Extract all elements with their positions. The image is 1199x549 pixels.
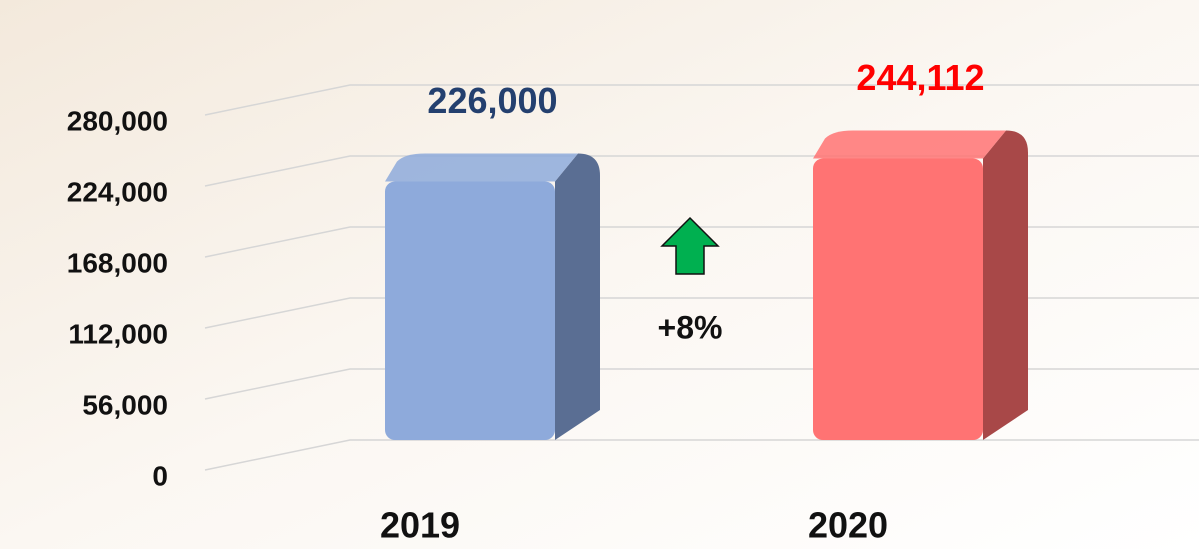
y-tick-label: 224,000 <box>67 176 168 207</box>
value-label: 244,112 <box>856 57 984 98</box>
x-tick-label: 2019 <box>380 505 460 546</box>
x-tick-label: 2020 <box>808 505 888 546</box>
value-label: 226,000 <box>427 80 557 121</box>
bars <box>385 130 1028 440</box>
y-tick-label: 56,000 <box>82 389 168 420</box>
bar-top <box>813 130 1006 159</box>
up-arrow <box>660 216 720 275</box>
annotation: +8% <box>658 309 723 345</box>
bar-side <box>983 130 1028 440</box>
y-tick-label: 280,000 <box>67 105 168 136</box>
bar-top <box>385 153 578 182</box>
grid-line <box>204 84 1199 116</box>
y-tick-label: 0 <box>152 460 168 491</box>
bar <box>385 181 555 440</box>
bar <box>813 158 983 440</box>
y-tick-label: 112,000 <box>68 318 168 349</box>
grid <box>204 84 1199 471</box>
bar-side <box>555 153 600 440</box>
y-tick-label: 168,000 <box>67 247 168 278</box>
